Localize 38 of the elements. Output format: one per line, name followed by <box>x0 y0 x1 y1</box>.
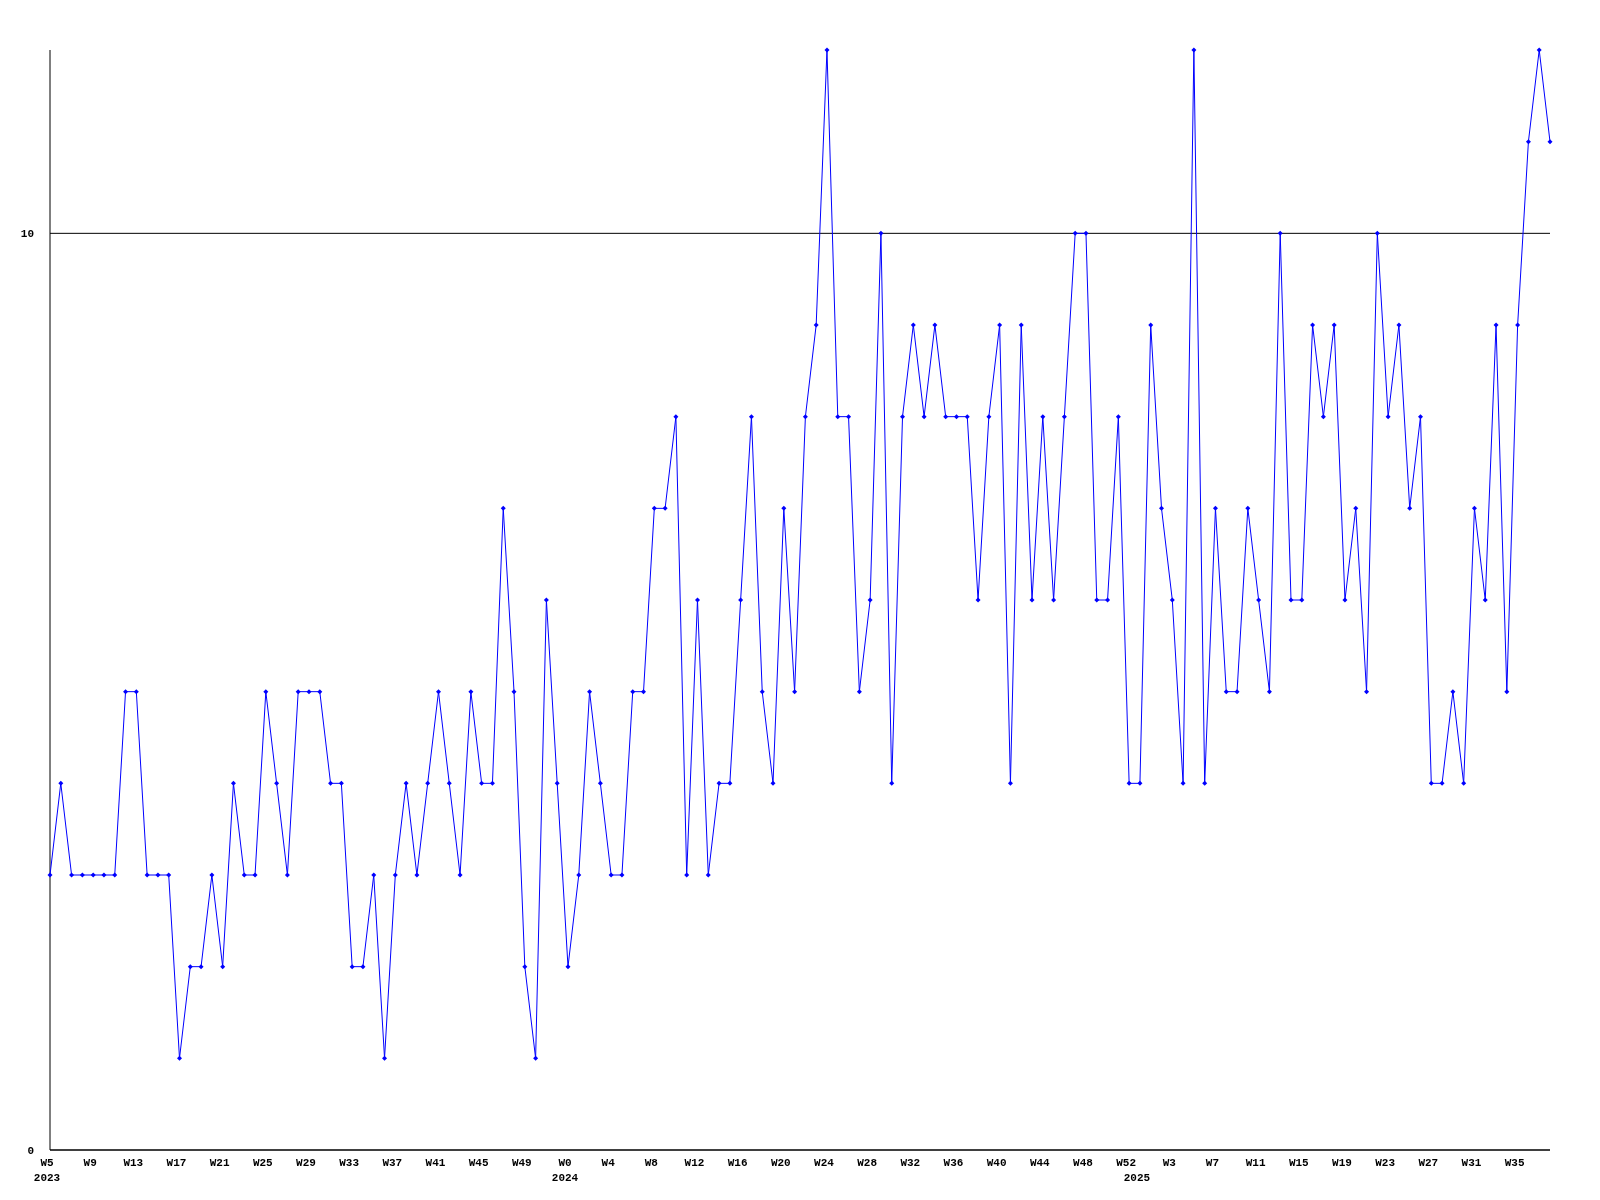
x-tick-label: W9 <box>83 1157 97 1169</box>
x-tick-label: W45 <box>468 1157 489 1169</box>
x-tick-label: W31 <box>1461 1157 1482 1169</box>
x-tick-label: W40 <box>986 1157 1007 1169</box>
x-tick-label: W27 <box>1418 1157 1439 1169</box>
x-tick-label: W44 <box>1029 1157 1051 1169</box>
x-tick-label: W23 <box>1375 1157 1396 1169</box>
x-tick-label: W11 <box>1245 1157 1266 1169</box>
x-tick-label: W3 <box>1162 1157 1177 1169</box>
x-tick-label: W8 <box>644 1157 659 1169</box>
x-tick-label: W0 2024 <box>551 1157 579 1184</box>
x-tick-label: W33 <box>339 1157 360 1169</box>
x-tick-label: W28 <box>857 1157 878 1169</box>
x-tick-label: W24 <box>814 1157 835 1169</box>
x-tick-label: W5 2023 <box>33 1157 61 1184</box>
y-tick-label: 0 <box>27 1144 34 1157</box>
x-tick-label: W29 <box>296 1157 316 1169</box>
x-tick-label: W21 <box>209 1157 230 1169</box>
x-tick-label: W36 <box>943 1157 964 1169</box>
x-tick-label: W32 <box>900 1157 921 1169</box>
x-tick-label: W7 <box>1205 1157 1220 1169</box>
x-tick-label: W49 <box>511 1157 532 1169</box>
x-tick-label: W37 <box>382 1157 403 1169</box>
x-tick-label: W19 <box>1332 1157 1352 1169</box>
x-tick-label: W12 <box>684 1157 705 1169</box>
x-tick-label: W16 <box>727 1157 748 1169</box>
x-tick-label: W41 <box>425 1157 446 1169</box>
y-tick-label: 10 <box>20 228 34 241</box>
x-tick-label: W4 <box>601 1157 616 1169</box>
x-tick-label: W52 <box>1116 1157 1137 1169</box>
x-tick-label: W13 <box>123 1157 144 1169</box>
x-tick-label: W17 <box>166 1157 187 1169</box>
x-tick-label: W25 <box>252 1157 274 1169</box>
x-tick-label: W20 <box>770 1157 791 1169</box>
x-tick-label: W48 <box>1073 1157 1094 1169</box>
x-tick-label: 2025 <box>1123 1172 1151 1184</box>
x-tick-label: W35 <box>1504 1157 1525 1169</box>
x-tick-label: W15 <box>1288 1157 1310 1169</box>
